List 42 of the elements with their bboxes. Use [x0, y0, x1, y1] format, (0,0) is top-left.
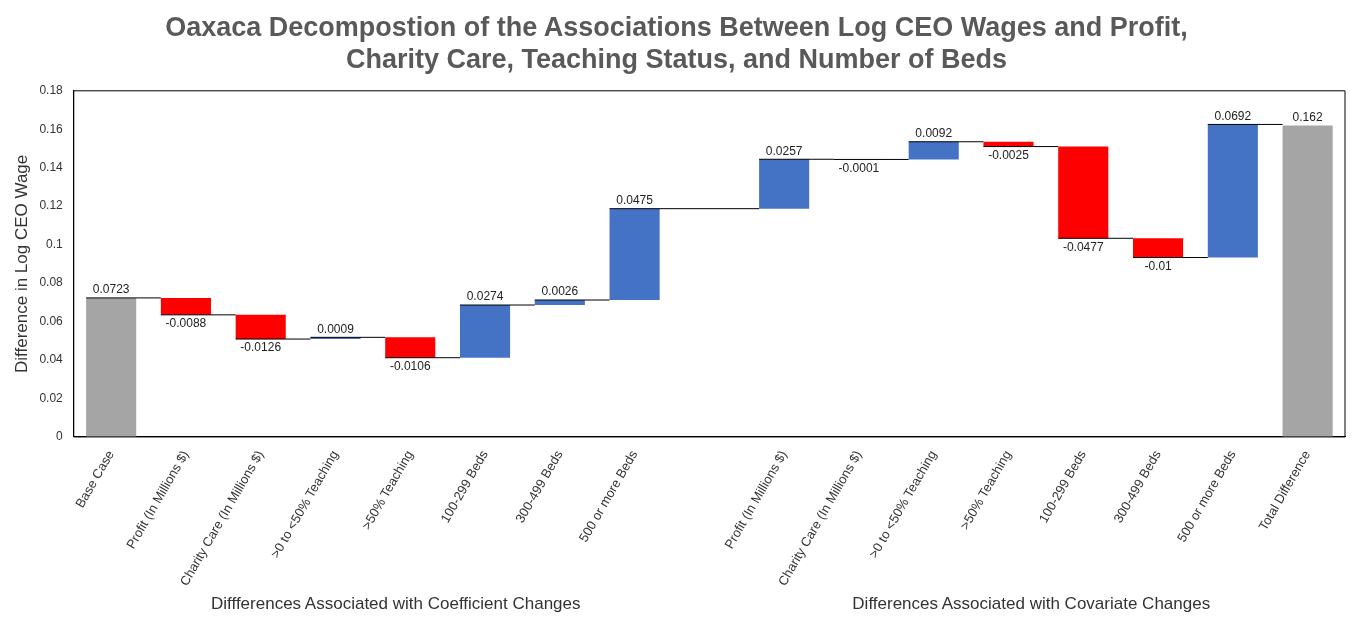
y-tick-label: 0.18: [39, 83, 64, 98]
bar: [459, 305, 511, 358]
data-label: -0.01: [1144, 258, 1173, 273]
data-label: 0.0692: [1214, 108, 1252, 123]
bar: [609, 208, 660, 301]
y-tick-label: 0.04: [39, 352, 64, 367]
y-tick-label: 0.02: [39, 390, 64, 405]
chart-title: Oaxaca Decompostion of the Associations Between Log CEO Wages and Profit, Charity Care, Teaching Status, and Number of Beds: [165, 11, 1188, 75]
data-label: -0.0477: [1062, 239, 1104, 254]
y-tick-label: 0.16: [39, 121, 64, 136]
y-tick-label: 0.12: [39, 198, 64, 213]
data-label: 0.0092: [915, 126, 953, 141]
y-axis-title: Difference in Log CEO Wage: [11, 154, 31, 374]
data-label: 0.0723: [92, 282, 130, 297]
data-label: -0.0025: [988, 147, 1030, 162]
bar: [160, 297, 211, 315]
bar: [86, 297, 137, 437]
bar: [1133, 238, 1184, 258]
bar: [1282, 125, 1333, 437]
data-label: 0.0475: [616, 192, 654, 207]
y-tick-label: 0.1: [46, 236, 64, 251]
data-label: 0.0274: [466, 289, 504, 304]
data-label: 0.0257: [765, 143, 803, 158]
bar: [1058, 146, 1109, 239]
data-label: 0.0026: [541, 284, 579, 299]
data-label: -0.0126: [240, 340, 282, 355]
bar: [235, 314, 286, 340]
y-tick-label: 0.06: [39, 313, 64, 328]
bar: [908, 141, 959, 160]
data-label: 0.162: [1292, 109, 1323, 124]
text: Differences Associated with Covariate Changes: [851, 594, 1212, 614]
bar: [1207, 124, 1258, 258]
y-tick-label: 0.14: [39, 160, 64, 175]
data-label: -0.0088: [165, 316, 207, 331]
y-tick-label: 0.08: [39, 275, 64, 290]
text: Diffferences Associated with Coefficient Changes: [210, 594, 582, 614]
bar: [759, 159, 810, 209]
bar: [385, 337, 436, 358]
data-label: -0.0001: [838, 160, 880, 175]
data-label: -0.0106: [389, 359, 431, 374]
data-label: 0.0009: [317, 321, 355, 336]
y-tick-label: 0: [56, 429, 64, 444]
